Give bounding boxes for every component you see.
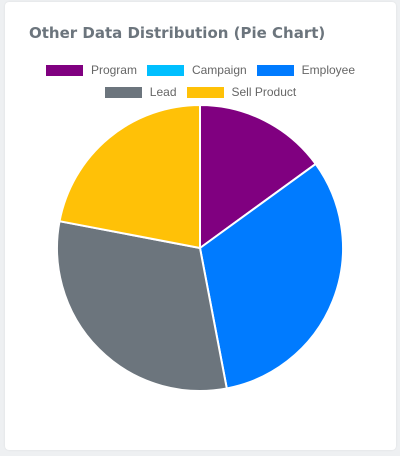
legend-label: Sell Product [231,85,297,99]
legend-label: Program [90,63,137,77]
chart-card: Other Data Distribution (Pie Chart) Prog… [5,2,396,450]
legend-item-employee[interactable]: Employee [256,63,356,77]
legend-swatch [186,86,224,98]
pie-slice-program[interactable] [199,103,318,250]
card-title: Other Data Distribution (Pie Chart) [29,24,326,42]
legend-swatch [256,64,294,76]
legend-swatch [104,86,142,98]
legend-swatch [45,64,83,76]
legend-label: Campaign [191,63,247,77]
pie-chart [56,103,344,392]
pie-slice-employee[interactable] [198,162,344,390]
pie-slice-sell-product[interactable] [58,103,201,250]
legend-item-program[interactable]: Program [45,63,137,77]
legend-label: Employee [301,63,356,77]
legend-item-sell-product[interactable]: Sell Product [186,85,297,99]
legend-row: Lead Sell Product [5,81,396,103]
legend-item-campaign[interactable]: Campaign [146,63,247,77]
legend-item-lead[interactable]: Lead [104,85,177,99]
pie-slice-lead[interactable] [56,220,228,392]
legend-row: Program Campaign Employee [5,59,396,81]
legend-label: Lead [149,85,177,99]
legend-swatch [146,64,184,76]
chart-legend: Program Campaign Employee Lead Sell Product [5,59,396,103]
